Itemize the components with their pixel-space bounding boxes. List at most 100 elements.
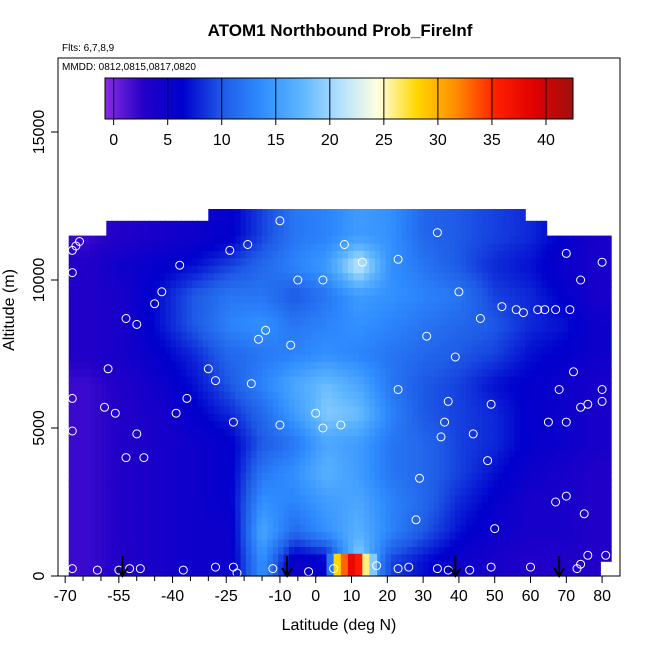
heat-cell — [122, 435, 129, 444]
heat-cell — [546, 561, 553, 570]
heat-cell — [412, 391, 419, 399]
heat-cell — [240, 361, 247, 370]
flight-point — [67, 426, 77, 436]
heat-cell — [160, 272, 166, 281]
heat-cell — [203, 539, 209, 547]
heat-cell — [450, 509, 456, 518]
heat-cell — [390, 398, 397, 407]
heat-cell — [262, 509, 268, 518]
heat-cell — [530, 568, 537, 577]
heat-cell — [170, 450, 177, 459]
heat-cell — [165, 339, 172, 348]
heat-cell — [79, 435, 86, 444]
heat-cell — [138, 294, 145, 303]
heat-cell — [450, 502, 456, 510]
heat-cell — [584, 465, 591, 473]
heat-cell — [208, 420, 215, 429]
heat-cell — [578, 376, 585, 385]
heat-cell — [353, 413, 360, 422]
heat-cell — [149, 243, 156, 251]
heat-cell — [251, 309, 258, 318]
heat-cell — [262, 309, 268, 318]
flight-point — [526, 562, 535, 572]
heat-cell — [117, 516, 124, 525]
heat-cell — [358, 302, 365, 311]
heat-cell — [138, 391, 145, 399]
heat-cell — [519, 420, 526, 429]
heat-cell — [552, 494, 558, 503]
heat-cell — [423, 228, 430, 237]
heat-cell — [519, 272, 526, 281]
heat-cell — [568, 405, 575, 414]
heat-cell — [385, 553, 392, 562]
heat-cell — [111, 235, 118, 244]
heat-cell — [213, 243, 220, 251]
heat-cell — [578, 317, 585, 325]
heat-cell — [482, 228, 489, 237]
heat-cell — [514, 494, 521, 503]
heat-cell — [90, 450, 97, 459]
heat-cell — [74, 361, 81, 370]
heat-cell — [74, 235, 81, 244]
heat-cell — [337, 435, 344, 444]
heat-cell — [374, 450, 381, 459]
heat-cell — [546, 243, 553, 251]
heat-cell — [251, 220, 258, 229]
heat-cell — [369, 472, 376, 481]
heat-cell — [455, 428, 462, 436]
heat-cell — [546, 398, 553, 407]
heat-cell — [589, 516, 596, 525]
heat-cell — [492, 509, 499, 518]
heat-cell — [122, 479, 129, 488]
heat-cell — [514, 509, 521, 518]
heat-cell — [224, 220, 231, 229]
heat-cell — [186, 509, 193, 518]
heat-cell — [186, 428, 193, 436]
heat-cell — [444, 487, 451, 496]
heat-cell — [562, 354, 569, 362]
heat-cell — [165, 553, 172, 562]
heat-cell — [245, 487, 252, 496]
heat-cell — [267, 324, 274, 333]
heat-cell — [525, 243, 532, 251]
heat-cell — [509, 228, 515, 237]
heat-cell — [476, 280, 483, 288]
heat-cell — [503, 502, 510, 510]
heat-cell — [84, 487, 91, 496]
heat-cell — [530, 361, 537, 370]
heat-cell — [111, 383, 118, 392]
heat-cell — [423, 354, 430, 362]
heat-cell — [267, 524, 274, 533]
heat-cell — [299, 502, 306, 510]
heat-cell — [251, 494, 258, 503]
heat-cell — [84, 243, 91, 251]
heat-cell — [251, 450, 258, 459]
heat-cell — [160, 524, 166, 533]
heat-cell — [117, 561, 124, 570]
heat-cell — [546, 487, 553, 496]
heat-cell — [229, 509, 236, 518]
heat-cell — [251, 302, 258, 311]
heat-cell — [396, 235, 403, 244]
heat-cell — [396, 302, 403, 311]
heat-cell — [498, 442, 505, 451]
heat-cell — [374, 494, 381, 503]
heat-cell — [594, 265, 601, 274]
heat-cell — [439, 413, 446, 422]
heat-cell — [546, 420, 553, 429]
heat-cell — [262, 250, 268, 259]
heat-cell — [272, 331, 279, 340]
heat-cell — [546, 479, 553, 488]
heat-cell — [331, 324, 338, 333]
heat-cell — [245, 324, 252, 333]
heat-cell — [160, 568, 166, 577]
heat-cell — [466, 450, 473, 459]
heat-cell — [401, 465, 408, 473]
heat-cell — [213, 287, 220, 296]
heat-cell — [546, 287, 553, 296]
heat-cell — [492, 539, 499, 547]
heat-cell — [245, 413, 252, 422]
heat-cell — [605, 524, 612, 533]
flight-point — [286, 340, 296, 350]
heat-cell — [417, 442, 424, 451]
